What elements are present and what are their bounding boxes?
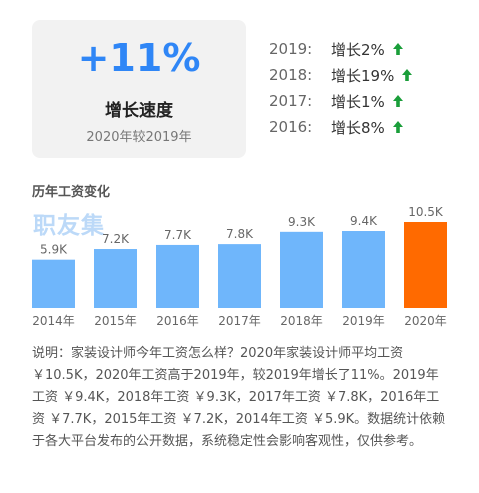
description-text: 说明：家装设计师今年工资怎么样？2020年家装设计师平均工资 ￥10.5K，20… [32, 346, 446, 449]
chart-title: 历年工资变化 [32, 185, 111, 200]
growth-row-2018: 2018: 增长19% [269, 62, 413, 88]
x-tick-label: 2014年 [32, 314, 75, 328]
bar-2017年 [218, 244, 261, 308]
bar-value-label: 5.9K [40, 243, 68, 257]
summary-card: +11% 增长速度 2020年较2019年 [32, 20, 246, 158]
growth-text: 增长1% [331, 92, 385, 111]
growth-year: 2016: [269, 118, 313, 136]
x-tick-label: 2019年 [342, 314, 385, 328]
yearly-growth-list: 2019: 增长2% 2018: 增长19% 2017: 增长1% 2016: … [269, 36, 413, 140]
growth-text: 增长19% [331, 66, 395, 85]
growth-text: 增长2% [331, 40, 385, 59]
bar-value-label: 10.5K [408, 205, 444, 219]
up-arrow-icon [392, 43, 403, 55]
x-tick-label: 2015年 [94, 314, 137, 328]
up-arrow-icon [392, 121, 403, 133]
growth-year: 2017: [269, 92, 313, 110]
growth-text: 增长8% [331, 118, 385, 137]
growth-row-2019: 2019: 增长2% [269, 36, 412, 62]
bar-2019年 [342, 231, 385, 308]
bar-value-label: 7.2K [102, 232, 130, 246]
bar-2018年 [280, 231, 323, 308]
growth-year: 2018: [269, 66, 313, 84]
x-tick-label: 2020年 [404, 314, 447, 328]
watermark-logo: 职友集 [33, 213, 105, 239]
x-tick-label: 2018年 [280, 314, 323, 328]
growth-rate-value: +11% [77, 36, 201, 80]
up-arrow-icon [392, 95, 403, 107]
bar-2020年 [404, 222, 447, 308]
growth-row-2016: 2016: 增长8% [269, 114, 412, 140]
bar-value-label: 7.7K [164, 228, 192, 242]
bar-2014年 [32, 259, 75, 308]
bar-2016年 [156, 244, 199, 308]
bar-2015年 [94, 249, 137, 308]
growth-year: 2019: [269, 40, 313, 58]
growth-rate-label: 增长速度 [105, 101, 173, 121]
up-arrow-icon [402, 69, 413, 81]
x-tick-label: 2017年 [218, 314, 261, 328]
growth-row-2017: 2017: 增长1% [269, 88, 412, 114]
growth-rate-subtitle: 2020年较2019年 [86, 130, 192, 145]
salary-bar-chart: 5.9K 2014年 7.2K 2015年 7.7K 2016年 7.8K 2017年 9.3K… [32, 205, 447, 328]
bar-value-label: 7.8K [226, 227, 254, 241]
x-tick-label: 2016年 [156, 314, 199, 328]
bar-value-label: 9.4K [350, 214, 378, 228]
bar-value-label: 9.3K [288, 215, 316, 229]
